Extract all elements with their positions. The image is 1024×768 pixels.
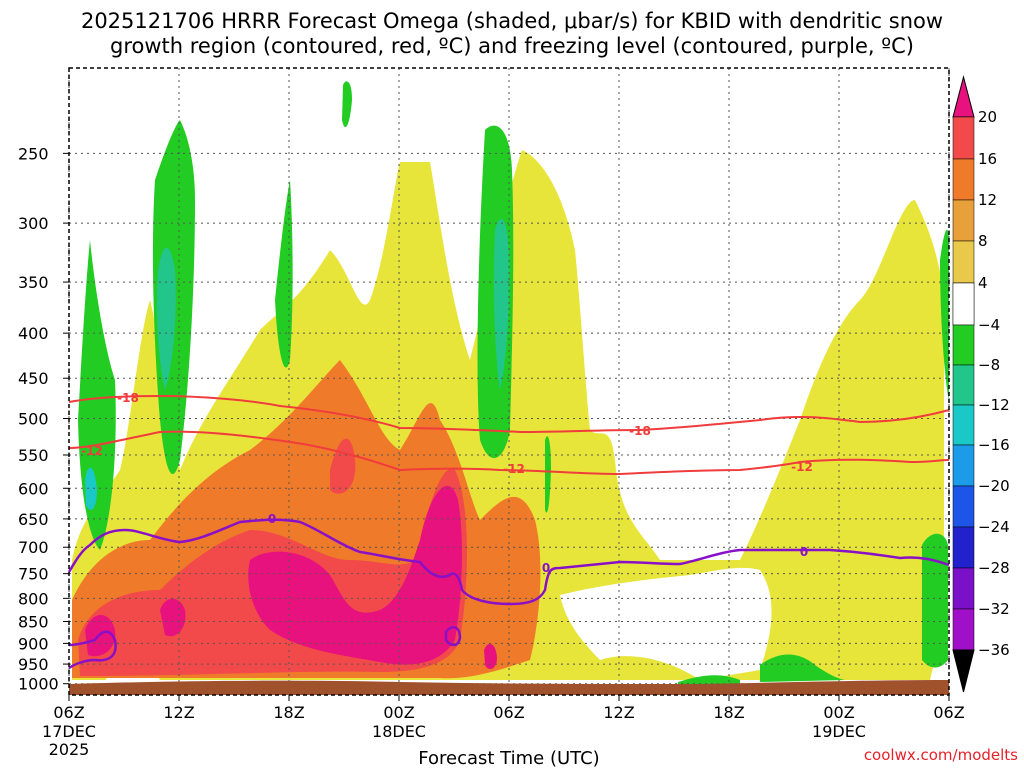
omega-green-plume-4	[342, 81, 352, 128]
colorbar-swatch	[952, 158, 975, 201]
x-tick-label: 12Z	[163, 703, 194, 722]
red-contour-label: -18	[629, 424, 651, 438]
y-tick-label: 900	[18, 634, 49, 653]
y-tick-label: 750	[18, 565, 49, 584]
x-tick-date: 19DEC	[812, 722, 866, 741]
omega-teal-plume-2	[156, 247, 176, 390]
y-tick-label: 500	[18, 410, 49, 429]
colorbar-swatch	[952, 526, 975, 569]
x-tick-label: 06Z	[493, 703, 524, 722]
chart-title-line2: growth region (contoured, red, ºC) and f…	[110, 34, 914, 58]
y-tick-label: 450	[18, 369, 49, 388]
freezing-level-contour	[67, 518, 950, 606]
y-tick-label: 250	[18, 144, 49, 163]
omega-magenta-small	[484, 643, 497, 670]
colorbar-swatch	[952, 404, 975, 446]
x-tick-label: 06Z	[53, 703, 84, 722]
y-axis: 250 300 350 400 450 500 550 600 650 700 750 800 850 9…	[18, 144, 69, 694]
purple-contour-label: 0	[268, 512, 276, 526]
terrain-band	[69, 680, 949, 695]
omega-red-small	[330, 438, 356, 494]
x-tick-label: 18Z	[713, 703, 744, 722]
red-contour-minus18	[68, 394, 950, 434]
colorbar-swatch	[952, 199, 975, 242]
colorbar-swatch	[952, 444, 975, 487]
colorbar-top-arrow	[952, 75, 975, 118]
red-contour-label: -18	[117, 391, 139, 405]
colorbar-label: −16	[978, 436, 1010, 454]
colorbar-swatch	[952, 116, 975, 160]
y-tick-label: 700	[18, 538, 49, 557]
omega-white-gap-right	[560, 567, 772, 680]
omega-teal-plume-5	[493, 218, 510, 390]
y-tick-label: 300	[18, 214, 49, 233]
y-tick-label: 950	[18, 655, 49, 674]
colorbar-swatch	[952, 364, 975, 406]
plot-area: -18 -18 -12 -12 -12 0 0 0	[67, 67, 950, 696]
red-contours: -18 -18 -12 -12 -12	[68, 391, 950, 476]
y-tick-label: 550	[18, 446, 49, 465]
credit-text: coolwx.com/modelts	[864, 746, 1018, 764]
colorbar-label: −20	[978, 477, 1010, 495]
omega-green-low-2	[760, 654, 845, 682]
x-tick-date: 18DEC	[372, 722, 426, 741]
colorbar-label: −28	[978, 559, 1010, 577]
y-tick-label: 350	[18, 273, 49, 292]
colorbar-swatch	[952, 282, 975, 326]
colorbar: 20 16 12 8 4 −4 −8 −12 −16 −20 −24 −28 −32 −36	[952, 75, 1010, 693]
colorbar-swatch	[952, 567, 975, 610]
x-tick-label: 12Z	[603, 703, 634, 722]
red-contour-minus12	[68, 430, 950, 476]
colorbar-label: −32	[978, 600, 1010, 618]
colorbar-label: 16	[978, 150, 997, 168]
colorbar-label: 12	[978, 191, 997, 209]
x-tick-label: 00Z	[383, 703, 414, 722]
colorbar-bottom-arrow	[952, 649, 975, 693]
colorbar-label: −12	[978, 396, 1010, 414]
colorbar-swatch	[952, 324, 975, 366]
colorbar-label: 4	[978, 274, 988, 292]
purple-contour-label: 0	[800, 545, 808, 559]
x-axis-label: Forecast Time (UTC)	[418, 748, 599, 768]
red-contour-label: -12	[81, 444, 103, 458]
colorbar-label: −8	[978, 356, 1000, 374]
y-tick-label: 1000	[18, 675, 59, 694]
omega-teal-low	[85, 467, 97, 510]
y-tick-label: 400	[18, 324, 49, 343]
x-tick-label: 00Z	[823, 703, 854, 722]
colorbar-label: −4	[978, 316, 1000, 334]
colorbar-label: 8	[978, 232, 988, 250]
y-tick-label: 850	[18, 613, 49, 632]
y-tick-label: 600	[18, 479, 49, 498]
x-tick-date: 17DEC	[42, 722, 96, 741]
y-tick-label: 800	[18, 589, 49, 608]
omega-green-plume-8	[922, 533, 948, 668]
x-tick-year: 2025	[49, 740, 90, 759]
red-contour-label: -12	[503, 462, 525, 476]
colorbar-swatch	[952, 485, 975, 528]
purple-contour: 0 0 0	[67, 512, 950, 670]
omega-shading	[72, 81, 949, 686]
freezing-level-small-loop	[444, 625, 462, 647]
gridlines	[68, 68, 950, 695]
omega-green-plume-3	[275, 180, 293, 368]
freezing-level-low-loop	[68, 630, 117, 670]
x-tick-label: 18Z	[273, 703, 304, 722]
omega-magenta-core	[248, 485, 462, 665]
colorbar-label: −36	[978, 641, 1010, 659]
omega-green-plume-7	[940, 229, 949, 400]
x-tick-label: 06Z	[933, 703, 964, 722]
y-tick-label: 650	[18, 510, 49, 529]
chart-title-line1: 2025121706 HRRR Forecast Omega (shaded, …	[81, 9, 943, 33]
colorbar-label: 20	[978, 108, 997, 126]
colorbar-swatch	[952, 608, 975, 651]
colorbar-swatch	[952, 240, 975, 284]
purple-contour-label: 0	[542, 561, 550, 575]
red-contour-label: -12	[791, 460, 813, 474]
colorbar-label: −24	[978, 518, 1010, 536]
